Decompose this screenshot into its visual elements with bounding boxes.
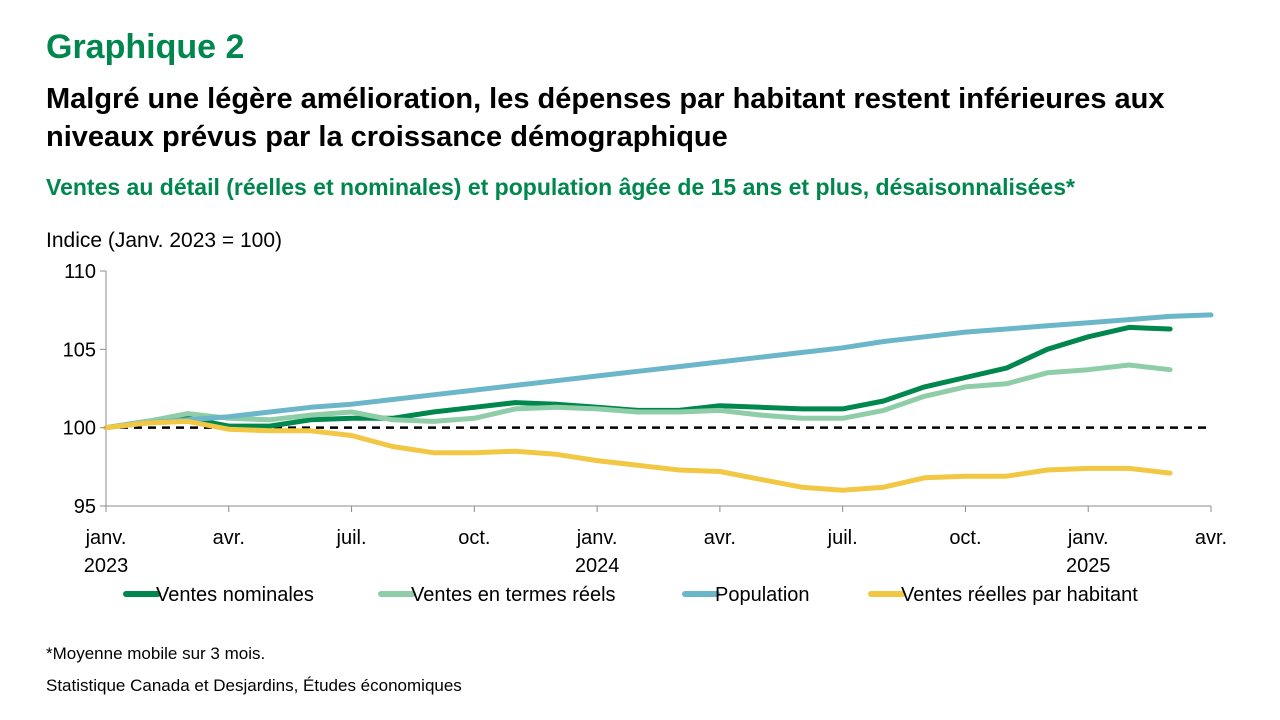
- series-line-4: [103, 418, 1173, 493]
- legend-label: Ventes réelles par habitant: [901, 584, 1138, 606]
- y-tick-label: 105: [63, 339, 96, 361]
- x-tick-label: oct.: [949, 527, 981, 549]
- x-tick-label: janv.: [85, 527, 127, 549]
- y-tick-label: 110: [64, 261, 96, 283]
- legend-label: Ventes en termes réels: [411, 584, 616, 606]
- series-line-2: [103, 362, 1173, 431]
- x-tick-year-label: 2024: [575, 555, 620, 577]
- x-tick-label: oct.: [458, 527, 490, 549]
- graph-label: Graphique 2: [46, 28, 245, 66]
- x-tick-label: avr.: [704, 527, 736, 549]
- source-note: Statistique Canada et Desjardins, Études…: [46, 676, 462, 695]
- x-tick-year-label: 2025: [1066, 555, 1111, 577]
- legend-label: Population: [715, 584, 810, 606]
- chart-subtitle: Ventes au détail (réelles et nominales) …: [46, 174, 1075, 200]
- x-tick-label: janv.: [1067, 527, 1109, 549]
- x-tick-label: janv.: [576, 527, 618, 549]
- series-line-3: [103, 312, 1214, 431]
- chart-title: Malgré une légère amélioration, les dépe…: [46, 83, 1165, 153]
- x-tick-label: juil.: [827, 527, 858, 549]
- x-tick-year-label: 2023: [84, 555, 129, 577]
- footnote: *Moyenne mobile sur 3 mois.: [46, 644, 266, 663]
- y-axis-label: Indice (Janv. 2023 = 100): [46, 229, 283, 252]
- y-tick-label: 95: [74, 496, 96, 518]
- legend-label: Ventes nominales: [156, 584, 314, 606]
- x-tick-label: avr.: [1195, 527, 1227, 549]
- x-tick-label: avr.: [213, 527, 245, 549]
- line-chart: 95 100 105 110 janv. 2023 avr. juil. oct. janv. 20…: [63, 261, 1228, 606]
- x-tick-label: juil.: [336, 527, 367, 549]
- y-tick-label: 100: [63, 418, 96, 440]
